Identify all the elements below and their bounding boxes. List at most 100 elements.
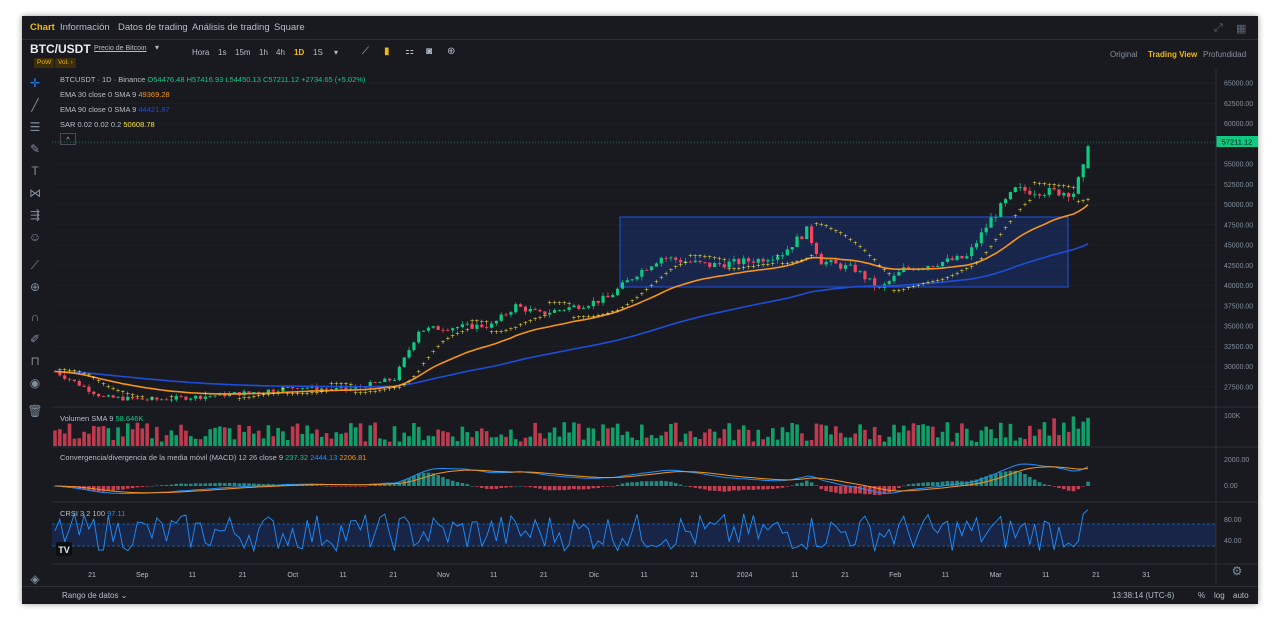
trash-icon[interactable]: 🗑 <box>27 404 43 418</box>
candle-style-icon[interactable]: ▮ <box>384 46 390 57</box>
indicator-icon[interactable]: ⟋ <box>362 46 369 57</box>
volume-bar <box>383 439 387 446</box>
fib-icon[interactable]: ☰ <box>29 120 41 134</box>
lock-drawing-icon[interactable]: ✐ <box>29 332 41 346</box>
magnet-icon[interactable]: ∩ <box>30 310 40 324</box>
emoji-icon[interactable]: ☺ <box>28 230 42 244</box>
candle-body <box>1052 187 1056 190</box>
sar-dot: + <box>523 320 528 327</box>
candle-body <box>868 278 872 280</box>
macd-bar <box>155 485 159 487</box>
candle-body <box>834 260 838 264</box>
macd-bar <box>353 486 358 487</box>
volume-bar <box>872 426 877 446</box>
candle-body <box>208 395 212 397</box>
macd-bar <box>664 481 668 486</box>
volume-bar <box>1052 418 1056 446</box>
tf-1d[interactable]: 1D <box>294 48 305 57</box>
candle-body <box>829 260 833 262</box>
volume-bar <box>480 428 484 446</box>
layers-icon[interactable]: ◈ <box>30 572 40 586</box>
macd-bar <box>572 486 576 490</box>
price-axis-label: 52500.00 <box>1224 182 1253 189</box>
collapse-legend-button[interactable]: ^ <box>60 133 76 145</box>
lock-icon[interactable]: ⊓ <box>30 354 40 368</box>
candle-body <box>1076 177 1080 194</box>
macd-bar <box>552 486 557 491</box>
candle-body <box>994 216 998 218</box>
settings-icon[interactable]: ⚙ <box>1231 564 1243 578</box>
legend-change: +2734.65 (+5.02%) <box>301 75 366 84</box>
ruler-icon[interactable]: ⟋ <box>30 258 40 272</box>
macd-bar <box>669 481 673 486</box>
macd-bar <box>761 486 765 490</box>
camera-icon[interactable]: ◙ <box>426 46 433 57</box>
volume-bar <box>227 428 232 446</box>
tab-trading-data[interactable]: Datos de trading <box>118 22 188 33</box>
chevron-down-icon[interactable]: ▾ <box>155 43 160 52</box>
tab-chart[interactable]: Chart <box>30 22 55 33</box>
crsi-label: CRSI 3 2 100 <box>60 509 106 518</box>
pattern-icon[interactable]: ⋈ <box>29 186 41 200</box>
expand-icon[interactable]: ⤢ <box>1214 22 1223 34</box>
sar-dot: + <box>135 393 140 400</box>
sar-dot: + <box>499 328 504 335</box>
view-tradingview[interactable]: Trading View <box>1148 50 1198 59</box>
zoom-in-icon[interactable]: ⊕ <box>29 280 41 294</box>
tab-info[interactable]: Información <box>60 22 110 33</box>
tf-1w[interactable]: 1S <box>313 48 323 57</box>
candle-body <box>383 378 387 383</box>
tf-15m[interactable]: 15m <box>235 48 251 57</box>
sar-dot: + <box>993 237 998 244</box>
macd-bar <box>1037 482 1042 486</box>
macd-bar <box>581 486 586 490</box>
volume-bar <box>955 432 959 446</box>
crosshair-icon[interactable]: ✛ <box>29 76 41 90</box>
tab-square[interactable]: Square <box>274 22 305 33</box>
sar-dot: + <box>644 286 649 293</box>
eye-icon[interactable]: ◉ <box>29 376 41 390</box>
auto-toggle[interactable]: auto <box>1233 591 1249 600</box>
symbol-pair[interactable]: BTC/USDT <box>30 42 91 56</box>
sar-dots: + + + + + + + + + + + + + + + + + + + + ++ + + + + + + + +++ + + + + + + + +… <box>57 180 1090 403</box>
price-info-link[interactable]: Precio de Bitcoin <box>94 45 147 52</box>
brush-icon[interactable]: ✎ <box>29 142 41 156</box>
sar-dot: + <box>310 390 315 397</box>
tf-4h[interactable]: 4h <box>276 48 285 57</box>
trendline-icon[interactable]: ╱ <box>31 98 39 112</box>
view-depth[interactable]: Profundidad <box>1203 50 1247 59</box>
sar-dot: + <box>343 381 348 388</box>
view-original[interactable]: Original <box>1110 50 1138 59</box>
forecast-icon[interactable]: ⇶ <box>29 208 41 222</box>
price-chart[interactable]: + + + + + + + + + + + + + + + + + + + + ++ + + + + + + + +++ + + + + + + + +… <box>52 68 1258 604</box>
add-icon[interactable]: ⊕ <box>447 46 456 57</box>
sar-dot: + <box>251 393 256 400</box>
log-toggle[interactable]: log <box>1214 591 1225 600</box>
macd-bar <box>950 481 955 486</box>
tab-trading-analysis[interactable]: Análisis de trading <box>192 22 270 33</box>
volume-bar <box>1032 435 1037 446</box>
tf-more-chevron-icon[interactable]: ▾ <box>334 48 339 57</box>
tf-1s[interactable]: 1s <box>218 48 227 57</box>
tag-pow[interactable]: PoW <box>34 58 55 68</box>
tf-hora[interactable]: Hora <box>192 48 210 57</box>
layout-icon[interactable]: ⚏ <box>405 46 414 57</box>
volume-bar <box>678 441 683 446</box>
date-range-button[interactable]: Rango de datos ⌄ <box>62 591 128 600</box>
volume-bar <box>58 429 62 446</box>
sar-dot: + <box>1018 207 1023 214</box>
volume-bar <box>198 439 203 446</box>
percent-toggle[interactable]: % <box>1198 591 1206 600</box>
tf-1h[interactable]: 1h <box>259 48 268 57</box>
candle-body <box>334 388 338 390</box>
grid-icon[interactable]: ▦ <box>1236 23 1247 35</box>
sar-dot: + <box>930 279 935 286</box>
macd-bar <box>334 486 339 487</box>
tag-vol[interactable]: Vol. › <box>55 58 76 68</box>
sar-dot: + <box>295 391 300 398</box>
volume-bar <box>858 424 862 446</box>
text-icon[interactable]: T <box>31 164 39 178</box>
candle-body <box>485 327 489 328</box>
candle-body <box>291 386 295 389</box>
macd-bar <box>101 486 106 492</box>
